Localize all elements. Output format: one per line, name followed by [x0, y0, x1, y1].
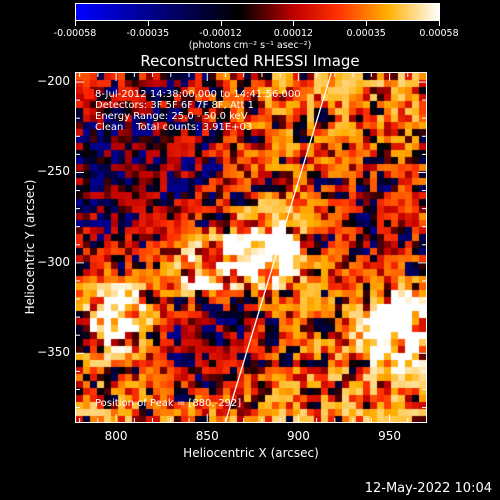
info-clean-counts: Clean Total counts: 3.91E+03	[95, 122, 253, 133]
chart-title: Reconstructed RHESSI Image	[140, 52, 360, 70]
colorbar-ticks	[75, 21, 440, 27]
legend-swatch	[84, 89, 94, 99]
colorbar-tick-label: 0.00058	[419, 28, 459, 39]
x-tick-label: 900	[286, 429, 310, 443]
limb-line	[224, 73, 332, 422]
colorbar-tick-label: -0.00035	[126, 28, 170, 39]
colorbar-tick	[439, 21, 440, 26]
y-tick-label: −350	[37, 345, 70, 360]
colorbar-unit-label: (photons cm⁻² s⁻¹ asec⁻²)	[188, 40, 312, 51]
rhessi-heatmap	[76, 73, 426, 422]
colorbar-tick	[366, 21, 368, 26]
colorbar-tick	[293, 21, 295, 26]
colorbar-tick-label: -0.00058	[53, 28, 97, 39]
y-tick-label: −300	[37, 254, 70, 269]
colorbar-tick-label: 0.00012	[273, 28, 314, 39]
x-axis-label: Heliocentric X (arcsec)	[183, 446, 319, 460]
render-timestamp: 12-May-2022 10:04	[364, 481, 492, 496]
y-axis-label: Heliocentric Y (arcsec)	[23, 179, 37, 315]
info-energy-range: Energy Range: 25.0 - 50.0 keV	[95, 111, 248, 122]
solar-limb-overlay	[224, 73, 332, 422]
info-detectors: Detectors: 3F 5F 6F 7F 8F, Att 1	[95, 100, 255, 111]
colorbar-tick	[147, 21, 149, 26]
x-tick-label: 850	[195, 429, 219, 443]
x-tick-label: 800	[104, 429, 128, 443]
colorbar-tick-label: -0.00012	[199, 28, 242, 39]
y-tick-label: −200	[37, 74, 70, 89]
x-tick-label: 950	[378, 429, 401, 443]
colorbar-tick-label: 0.00035	[346, 28, 386, 39]
colorbar-tick	[220, 21, 222, 26]
peak-position-label: Position of Peak = [880,-292]	[95, 398, 242, 409]
colorbar	[75, 3, 440, 21]
colorbar-tick	[75, 21, 76, 26]
plot-frame	[75, 72, 427, 423]
y-tick-label: −250	[37, 164, 70, 179]
info-time-range: 8-Jul-2012 14:38:00.000 to 14:41:56.000	[95, 89, 301, 100]
